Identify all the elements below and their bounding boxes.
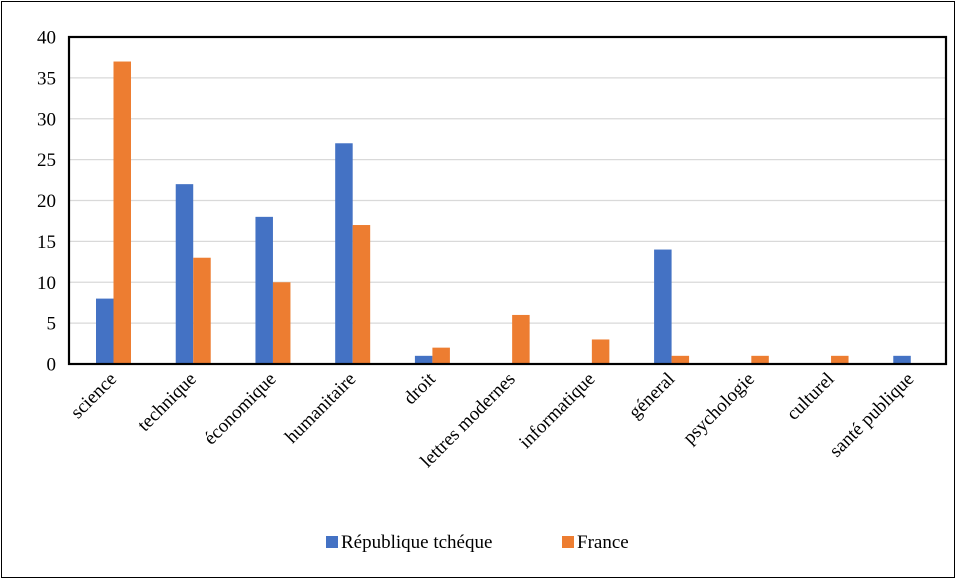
x-tick-label: santé publique — [825, 369, 918, 462]
bar-series-2-5 — [512, 314, 530, 364]
bar-series-2-7 — [671, 355, 690, 364]
bar-series-1-10 — [893, 355, 911, 364]
legend-swatch — [326, 536, 338, 548]
x-axis-labels: science technique économique humanitaire dro… — [67, 368, 919, 472]
bar-series-2-3 — [352, 225, 371, 364]
y-axis-ticks: 0 5 10 15 20 25 30 35 40 — [37, 28, 56, 376]
legend-swatch — [562, 536, 574, 548]
bar-series-2-1 — [193, 257, 211, 364]
legend-label: France — [577, 532, 629, 553]
plot-border — [67, 35, 948, 366]
y-tick-label: 30 — [37, 109, 56, 130]
bar-series-1-1 — [175, 184, 194, 364]
x-tick-label: économique — [200, 369, 281, 450]
x-tick-label: géneral — [625, 369, 679, 423]
bar-series-2-0 — [113, 61, 131, 365]
y-tick-label: 0 — [47, 355, 57, 376]
bar-series-1-3 — [335, 143, 353, 364]
x-tick-label: humanitaire — [281, 369, 360, 448]
bar-series-2-6 — [591, 339, 610, 364]
x-tick-label: culturel — [783, 369, 839, 425]
bar-series-1-2 — [255, 216, 273, 364]
y-tick-label: 15 — [37, 232, 56, 253]
x-tick-label: science — [67, 369, 121, 423]
bar-series-2-9 — [831, 355, 849, 364]
bars — [96, 61, 911, 365]
y-tick-label: 5 — [47, 314, 57, 335]
y-tick-label: 40 — [37, 28, 56, 49]
bar-series-2-2 — [272, 282, 291, 364]
plot-area — [67, 35, 948, 366]
bar-series-2-8 — [751, 355, 769, 364]
gridlines — [69, 77, 946, 324]
bar-series-2-4 — [432, 347, 450, 364]
legend-label: République tchéque — [341, 532, 492, 553]
x-tick-label: droit — [400, 368, 441, 409]
y-tick-label: 25 — [37, 150, 56, 171]
bar-series-1-7 — [654, 249, 672, 364]
y-tick-label: 35 — [37, 68, 56, 89]
bar-series-1-0 — [96, 298, 114, 364]
legend: République tchéque France — [326, 532, 629, 553]
y-tick-label: 10 — [37, 273, 56, 294]
bar-series-1-4 — [414, 355, 433, 364]
x-tick-label: technique — [134, 369, 201, 436]
x-tick-label: informatique — [515, 369, 599, 453]
x-tick-label: psychologie — [679, 369, 759, 449]
y-tick-label: 20 — [37, 191, 56, 212]
